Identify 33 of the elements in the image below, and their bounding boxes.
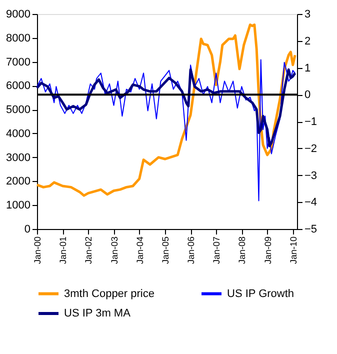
x-tick-label: Jan-09 [262,236,273,264]
y2-tick-label: 0 [304,89,311,102]
x-tick-label: Jan-06 [186,236,196,264]
x-tick-label: Jan-01 [58,236,68,264]
y-tick-label: 5000 [6,104,30,116]
x-tick-label: Jan-10 [288,236,298,264]
y2-tick-label: 2 [304,35,311,48]
y-tick-label: 2000 [6,176,30,188]
y-tick-label: 3000 [6,152,30,164]
x-tick-label: Jan-03 [109,236,120,264]
y2-tick-label: −3 [304,170,318,182]
x-tick-label: Jan-07 [212,236,222,264]
y-tick-label: 6000 [6,80,30,92]
y2-tick-label: −2 [304,142,318,155]
legend-label: 3mth Copper price [64,288,154,300]
y-tick-label: 8000 [6,32,30,44]
y-tick-label: 1000 [6,200,30,212]
y2-tick-label: −5 [304,224,318,236]
legend-label: US IP 3m MA [64,308,132,320]
x-tick-label: Jan-02 [84,236,94,264]
x-tick-label: Jan-08 [237,236,248,264]
y2-tick-label: 1 [304,62,311,74]
legend-label: US IP Growth [227,288,294,300]
y2-tick-label: −1 [304,116,318,128]
x-tick-label: Jan-00 [32,236,42,264]
y-tick-label: 7000 [6,56,30,68]
y2-tick-label: 3 [304,8,311,20]
y-tick-label: 9000 [6,8,30,20]
y-tick-label: 0 [24,224,30,236]
y2-tick-label: −4 [304,196,318,209]
x-tick-label: Jan-04 [134,236,145,264]
y-tick-label: 4000 [6,128,30,140]
x-tick-label: Jan-05 [160,236,170,264]
